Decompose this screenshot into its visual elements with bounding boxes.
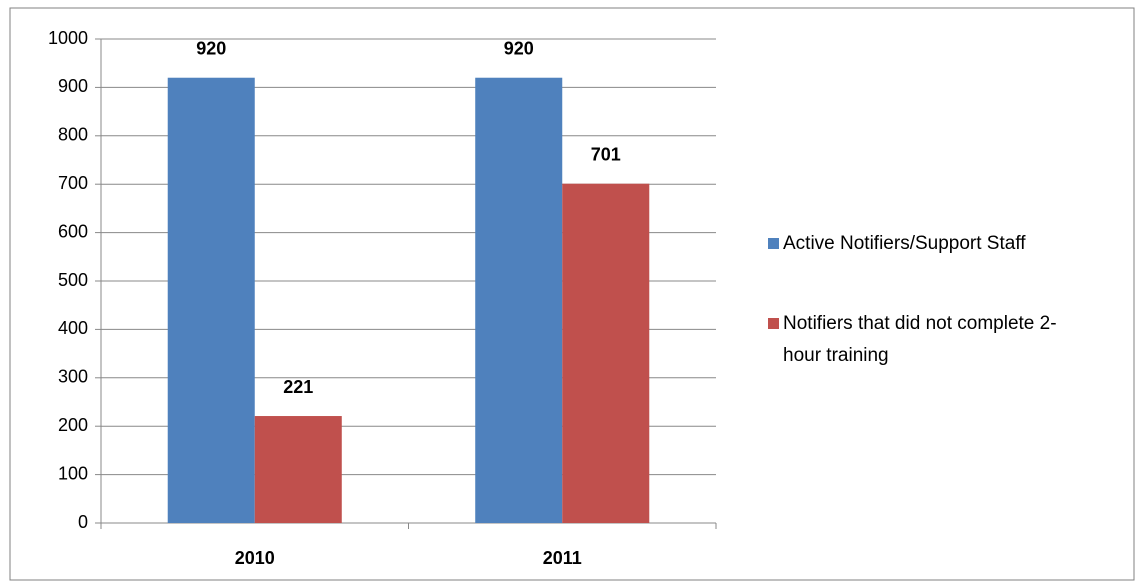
y-tick-label: 900 (58, 76, 88, 96)
data-label: 920 (196, 38, 226, 58)
legend-key (768, 318, 779, 329)
y-tick-label: 200 (58, 415, 88, 435)
bar (562, 183, 650, 523)
y-tick-label: 400 (58, 318, 88, 338)
data-label: 221 (283, 377, 313, 397)
legend-key (768, 238, 779, 249)
bar (475, 77, 563, 523)
y-tick-label: 1000 (48, 28, 88, 48)
bar (254, 416, 342, 523)
y-tick-label: 700 (58, 173, 88, 193)
data-label: 701 (591, 144, 621, 164)
y-tick-label: 500 (58, 270, 88, 290)
bar (167, 77, 255, 523)
y-tick-label: 300 (58, 367, 88, 387)
legend-item: Active Notifiers/Support Staff (768, 228, 1128, 260)
y-tick-label: 100 (58, 463, 88, 483)
x-tick-label: 2010 (235, 548, 275, 568)
y-tick-label: 600 (58, 221, 88, 241)
legend-label: Notifiers that did not complete 2-hour t… (783, 313, 1057, 366)
x-tick-label: 2011 (543, 548, 582, 568)
data-label: 920 (504, 38, 534, 58)
y-tick-label: 0 (78, 512, 88, 532)
legend-label: Active Notifiers/Support Staff (783, 233, 1026, 254)
legend-item: Notifiers that did not complete 2-hour t… (768, 308, 1128, 372)
y-tick-label: 800 (58, 125, 88, 145)
